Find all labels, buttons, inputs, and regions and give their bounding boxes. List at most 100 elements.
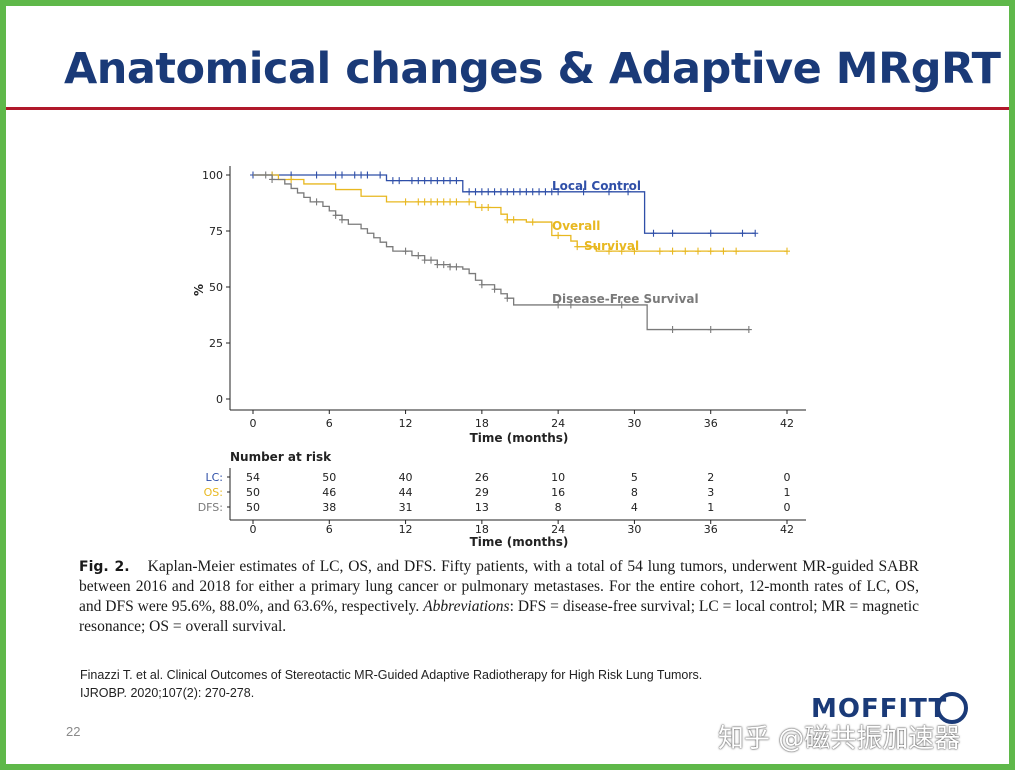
censor-mark-dfs xyxy=(421,256,428,264)
slide-number: 22 xyxy=(66,724,81,739)
risk-value-lc: 54 xyxy=(246,471,260,484)
censor-mark-lc xyxy=(364,171,371,179)
risk-x-tick-label: 30 xyxy=(627,523,641,536)
censor-mark-dfs xyxy=(555,301,562,309)
risk-value-os: 3 xyxy=(707,486,714,499)
censor-mark-dfs xyxy=(440,261,447,269)
censor-mark-os xyxy=(733,247,740,255)
risk-table-x-axis-title: Time (months) xyxy=(470,535,569,549)
citation: Finazzi T. et al. Clinical Outcomes of S… xyxy=(80,666,702,702)
series-line-os xyxy=(253,174,787,252)
censor-mark-lc xyxy=(669,229,676,237)
censor-mark-lc xyxy=(396,177,403,185)
y-tick-label: 25 xyxy=(209,337,223,350)
censor-mark-dfs xyxy=(415,252,422,260)
censor-mark-lc xyxy=(421,177,428,185)
risk-value-os: 44 xyxy=(399,486,413,499)
x-axis-title: Time (months) xyxy=(470,431,569,445)
risk-value-dfs: 31 xyxy=(399,501,413,514)
x-tick-label: 12 xyxy=(399,417,413,430)
risk-value-os: 8 xyxy=(631,486,638,499)
figure-label: Fig. 2. xyxy=(79,559,130,575)
censor-mark-os xyxy=(288,175,295,183)
censor-mark-os xyxy=(784,247,790,255)
risk-x-tick-label: 6 xyxy=(326,523,333,536)
censor-mark-lc xyxy=(472,188,479,196)
risk-x-tick-label: 24 xyxy=(551,523,565,536)
censor-mark-lc xyxy=(491,188,498,196)
censor-mark-dfs xyxy=(269,175,276,183)
risk-value-os: 29 xyxy=(475,486,489,499)
risk-value-os: 16 xyxy=(551,486,565,499)
censor-mark-lc xyxy=(434,177,441,185)
risk-value-lc: 10 xyxy=(551,471,565,484)
x-tick-label: 6 xyxy=(326,417,333,430)
censor-mark-dfs xyxy=(339,216,345,224)
censor-mark-dfs xyxy=(262,171,269,179)
censor-mark-os xyxy=(421,198,428,206)
censor-mark-lc xyxy=(440,177,447,185)
risk-value-lc: 5 xyxy=(631,471,638,484)
risk-row-label-lc: LC: xyxy=(205,471,223,484)
x-tick-label: 0 xyxy=(250,417,257,430)
censor-mark-lc xyxy=(485,188,492,196)
censor-mark-lc xyxy=(428,177,434,185)
risk-value-lc: 50 xyxy=(322,471,336,484)
moffitt-logo: MOFFITT xyxy=(811,694,948,724)
censor-mark-lc xyxy=(529,188,536,196)
censor-mark-lc xyxy=(510,188,517,196)
censor-mark-os xyxy=(720,247,727,255)
risk-row-label-os: OS: xyxy=(204,486,223,499)
censor-mark-lc xyxy=(739,229,746,237)
risk-x-tick-label: 12 xyxy=(399,523,413,536)
risk-value-dfs: 38 xyxy=(322,501,336,514)
series-label-survival: Survival xyxy=(584,239,639,253)
risk-x-tick-label: 42 xyxy=(780,523,794,536)
risk-row-label-dfs: DFS: xyxy=(198,501,223,514)
censor-mark-dfs xyxy=(428,256,434,264)
censor-mark-lc xyxy=(453,177,460,185)
risk-value-dfs: 50 xyxy=(246,501,260,514)
censor-mark-os xyxy=(478,203,485,211)
censor-mark-os xyxy=(669,247,676,255)
censor-mark-dfs xyxy=(453,263,460,271)
risk-value-lc: 40 xyxy=(399,471,413,484)
censor-mark-lc xyxy=(650,229,657,237)
series-line-dfs xyxy=(253,174,749,331)
censor-mark-lc xyxy=(408,177,415,185)
censor-mark-lc xyxy=(580,188,587,196)
censor-mark-os xyxy=(466,198,473,206)
figure-caption: Fig. 2. Kaplan-Meier estimates of LC, OS,… xyxy=(79,557,919,637)
censor-mark-dfs xyxy=(745,326,752,334)
series-line-lc xyxy=(253,174,756,234)
censor-mark-os xyxy=(453,198,460,206)
censor-mark-lc xyxy=(466,188,473,196)
censor-mark-dfs xyxy=(504,294,511,302)
censor-mark-os xyxy=(402,198,409,206)
censor-mark-lc xyxy=(389,177,396,185)
censor-mark-lc xyxy=(478,188,485,196)
risk-value-lc: 26 xyxy=(475,471,489,484)
censor-mark-lc xyxy=(415,177,422,185)
risk-value-os: 46 xyxy=(322,486,336,499)
caption-abbreviations-label: Abbreviations xyxy=(423,598,510,615)
censor-mark-os xyxy=(428,198,434,206)
risk-value-os: 50 xyxy=(246,486,260,499)
censor-mark-lc xyxy=(523,188,530,196)
risk-value-lc: 0 xyxy=(784,471,791,484)
censor-mark-os xyxy=(434,198,441,206)
y-tick-label: 75 xyxy=(209,225,223,238)
x-tick-label: 30 xyxy=(627,417,641,430)
censor-mark-dfs xyxy=(447,263,454,271)
risk-value-dfs: 0 xyxy=(784,501,791,514)
x-tick-label: 18 xyxy=(475,417,489,430)
risk-x-tick-label: 36 xyxy=(704,523,718,536)
censor-mark-lc xyxy=(536,188,543,196)
series-label-local-control: Local Control xyxy=(552,179,641,193)
series-label-disease-free-survival: Disease-Free Survival xyxy=(552,292,699,306)
censor-mark-lc xyxy=(517,188,523,196)
censor-mark-lc xyxy=(625,188,632,196)
censor-mark-lc xyxy=(606,188,612,196)
censor-mark-lc xyxy=(504,188,511,196)
censor-mark-lc xyxy=(339,171,345,179)
